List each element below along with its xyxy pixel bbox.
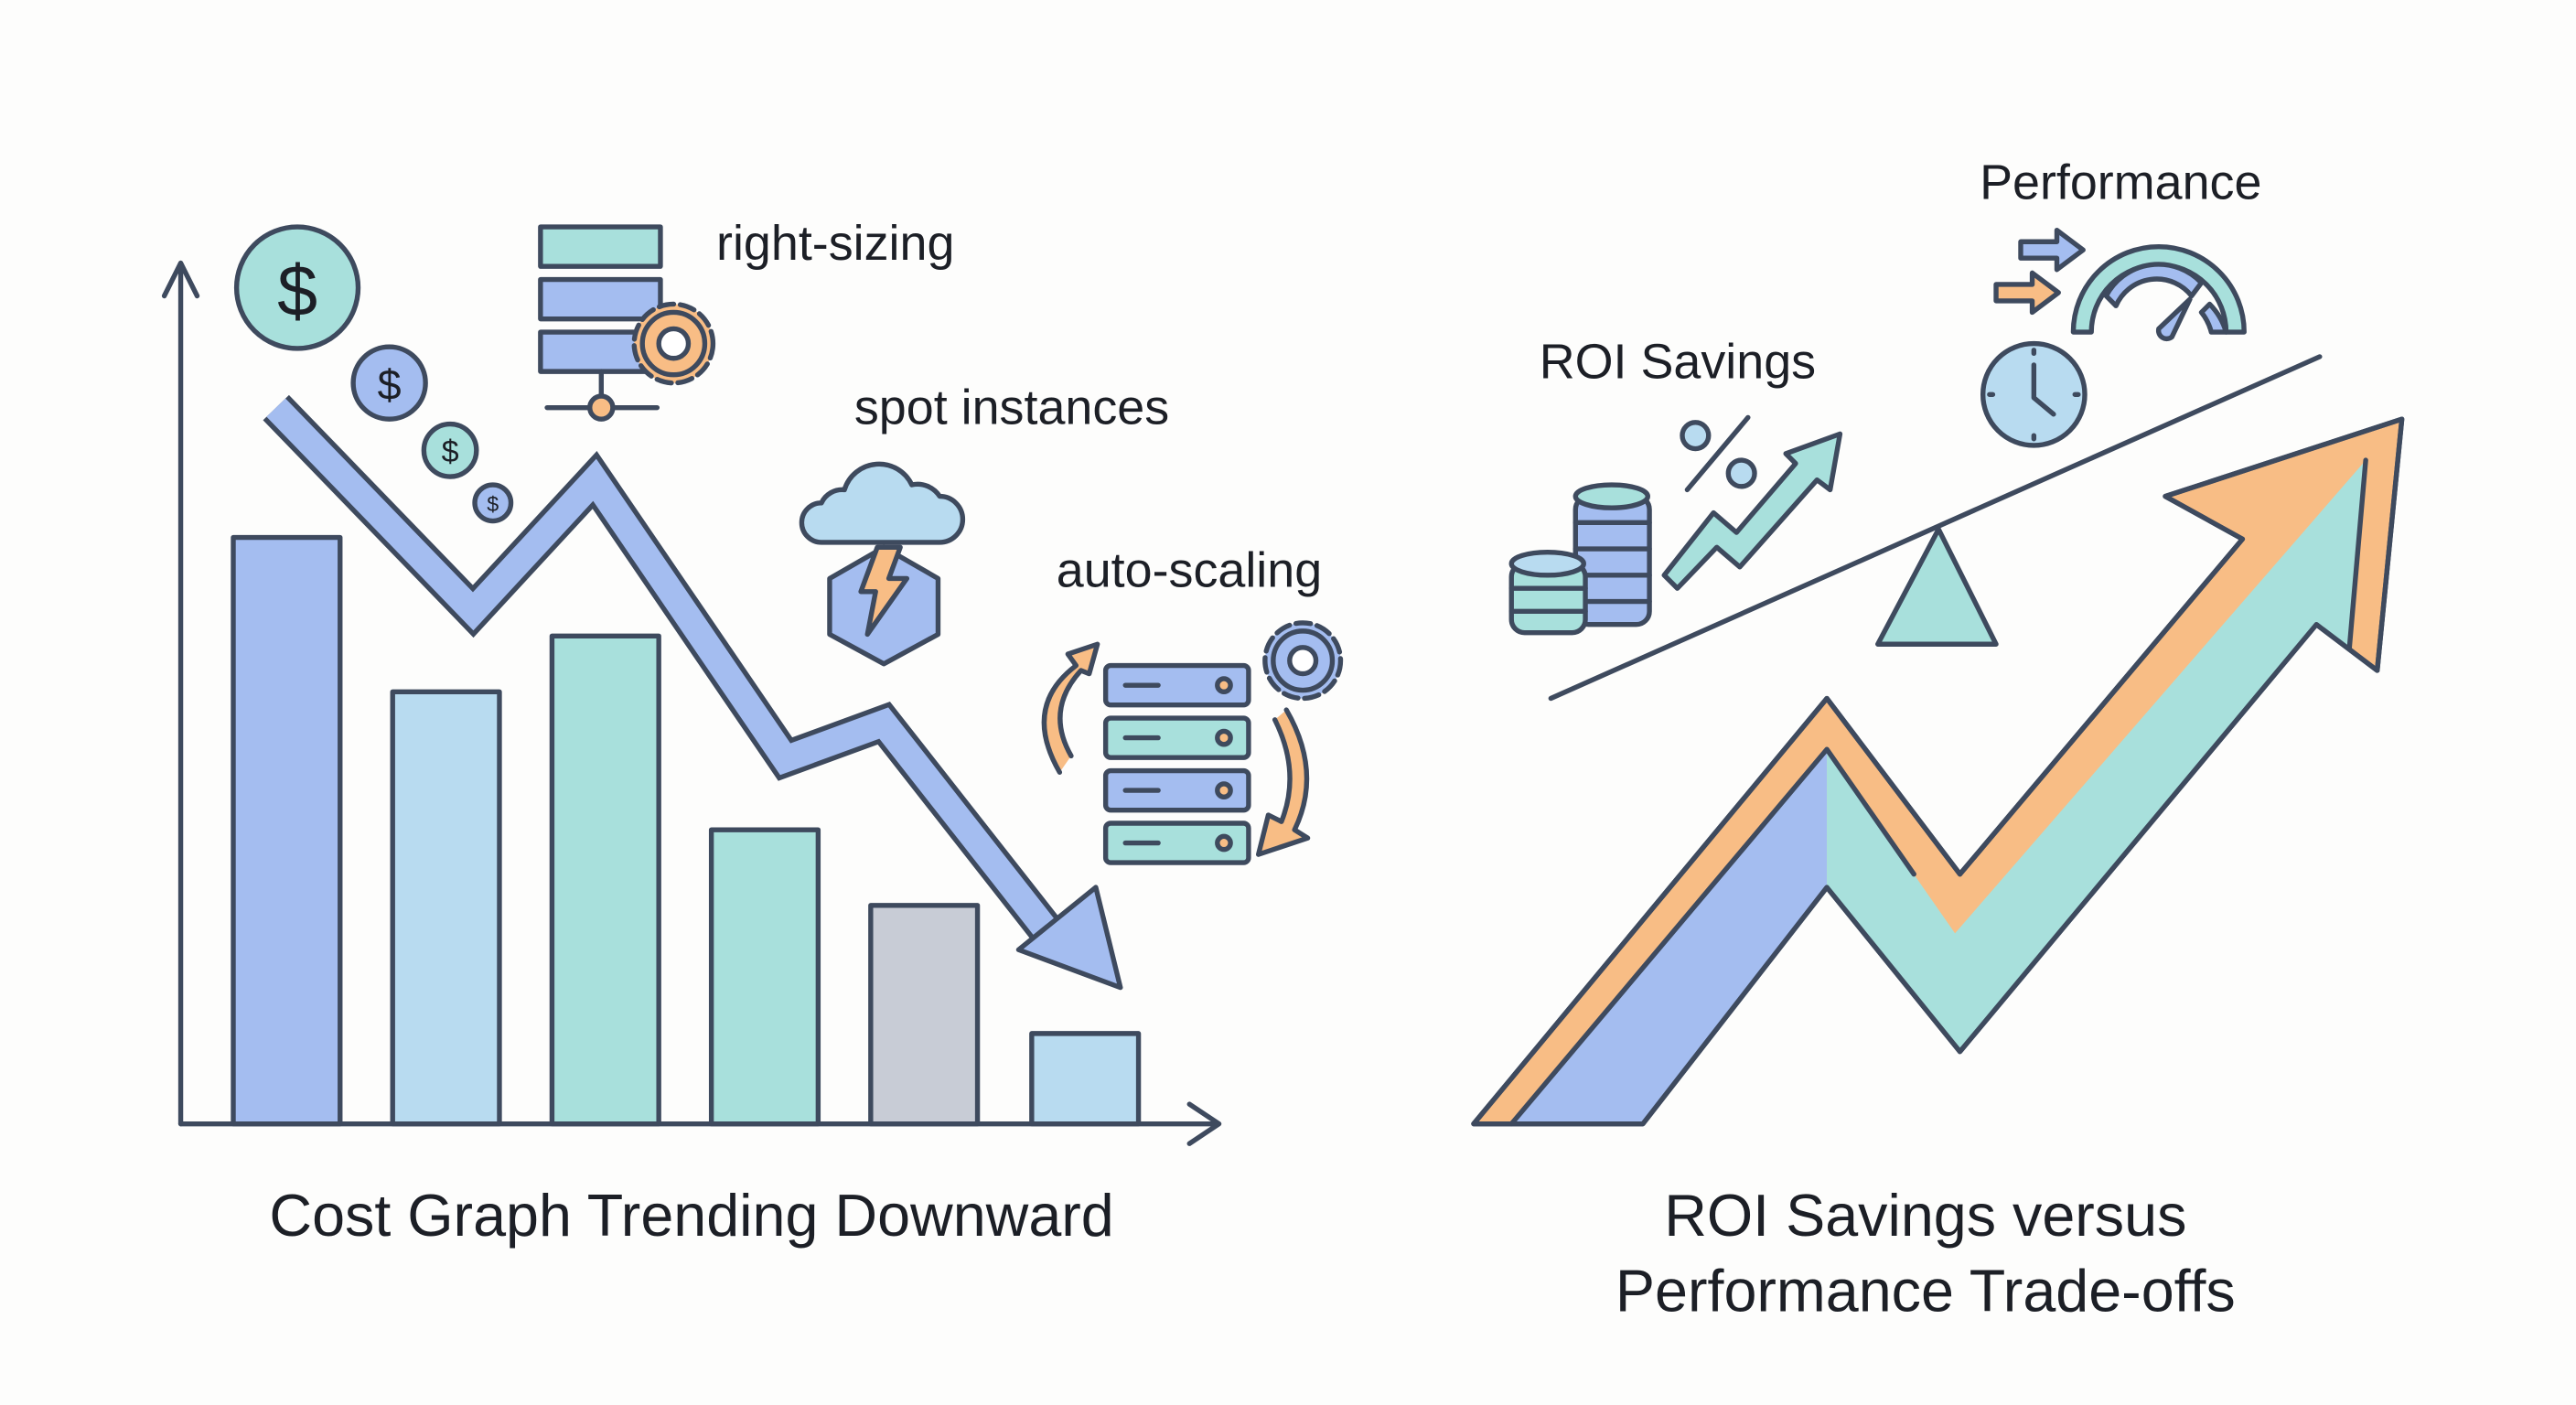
speed-arrows-icon: [1993, 227, 2086, 316]
caption-cost-graph: Cost Graph Trending Downward: [269, 1182, 1113, 1249]
caption-roi-line-1: ROI Savings versus: [1664, 1182, 2186, 1249]
bar-4: [708, 827, 821, 1127]
gear-icon: [631, 301, 716, 386]
cost-chart: $ $ $ $ right-sizing spot instances: [161, 216, 1344, 1249]
growth-small-arrow-icon: [1661, 431, 1843, 591]
bar-6: [1029, 1031, 1142, 1127]
label-auto-scaling: auto-scaling: [1057, 542, 1322, 597]
lightning-icon: [827, 544, 941, 667]
balance-scale-icon: [1548, 354, 2323, 702]
clock-icon: [1980, 340, 2088, 448]
svg-text:$: $: [378, 361, 402, 409]
caption-roi-line-2: Performance Trade-offs: [1615, 1257, 2236, 1324]
coin-stack-icon: [1508, 482, 1652, 636]
growth-arrow-icon: [1471, 416, 2405, 1127]
dollar-coin-icon: $ $ $ $: [233, 224, 514, 524]
gear-icon: [1262, 620, 1344, 702]
svg-text:$: $: [487, 492, 499, 516]
label-spot-instances: spot instances: [854, 381, 1169, 435]
label-right-sizing: right-sizing: [716, 216, 954, 271]
scale-down-arrow-icon: [1255, 707, 1311, 857]
roi-performance-diagram: ROI Savings Performance: [1471, 156, 2405, 1324]
server-stack-icon: [1102, 662, 1251, 865]
speedometer-icon: [2070, 244, 2247, 341]
scale-up-arrow-icon: [1041, 641, 1100, 776]
svg-text:$: $: [442, 434, 459, 469]
bar-5: [868, 903, 981, 1127]
y-axis: [161, 260, 200, 1127]
bar-1: [231, 534, 343, 1127]
label-performance: Performance: [1980, 156, 2261, 210]
downward-trend-arrow-icon: [263, 394, 1123, 991]
percent-icon: [1680, 414, 1757, 493]
bar-3: [549, 633, 661, 1127]
cloud-icon: [799, 461, 966, 545]
bar-2: [390, 689, 502, 1127]
label-roi-savings: ROI Savings: [1540, 334, 1816, 389]
svg-text:$: $: [277, 250, 317, 331]
